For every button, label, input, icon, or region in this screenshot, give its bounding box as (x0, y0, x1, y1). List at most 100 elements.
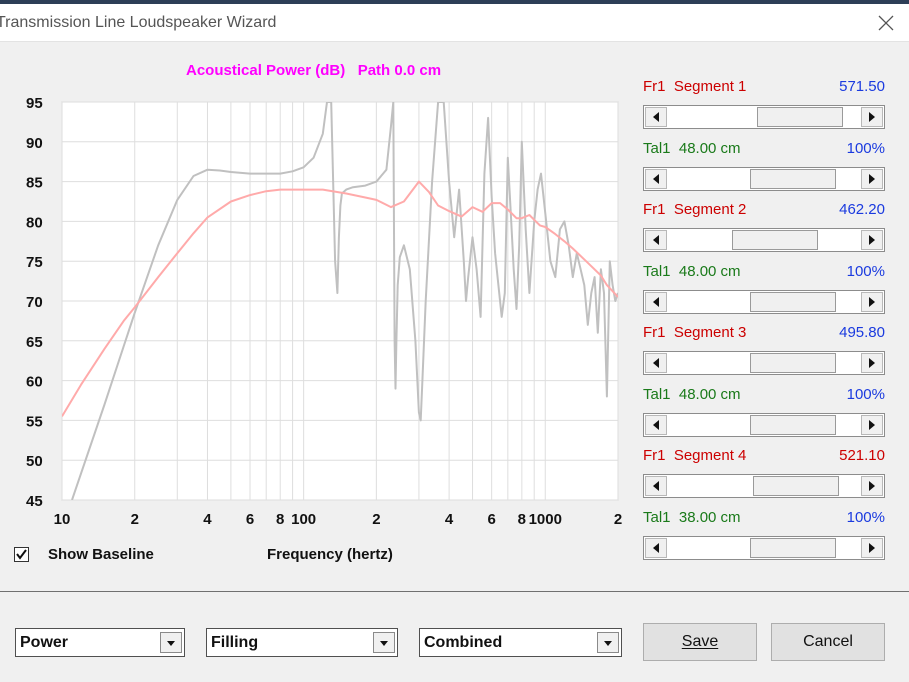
y-tick-label: 45 (26, 493, 43, 510)
scroll-right-button[interactable] (861, 415, 883, 435)
close-icon (878, 15, 894, 31)
scroll-right-button[interactable] (861, 353, 883, 373)
x-tick-label: 8 (518, 511, 526, 528)
mode-dropdown[interactable]: Power (15, 628, 185, 657)
scroll-right-button[interactable] (861, 107, 883, 127)
filling-dropdown[interactable]: Filling (206, 628, 398, 657)
arrow-right-icon (869, 420, 875, 430)
segment-label: Tal1 48.00 cm (643, 263, 741, 280)
scroll-right-button[interactable] (861, 476, 883, 496)
scroll-right-button[interactable] (861, 292, 883, 312)
chart-title: Acoustical Power (dB) Path 0.0 cm (186, 62, 442, 79)
cancel-button[interactable]: Cancel (771, 623, 885, 661)
combined-dropdown-value: Combined (424, 634, 503, 651)
scroll-right-button[interactable] (861, 169, 883, 189)
scroll-left-button[interactable] (645, 538, 667, 558)
close-button[interactable] (869, 6, 903, 40)
segment-label: Fr1 Segment 4 (643, 447, 747, 464)
y-tick-label: 80 (26, 214, 43, 231)
separator-line (0, 591, 909, 592)
scroll-left-button[interactable] (645, 169, 667, 189)
x-tick-label: 10 (54, 511, 71, 528)
segment-label: Fr1 Segment 1 (643, 78, 747, 95)
title-bar: Transmission Line Loudspeaker Wizard (0, 4, 909, 42)
segment-label: Tal1 48.00 cm (643, 140, 741, 157)
checkmark-icon (16, 549, 27, 560)
combined-dropdown[interactable]: Combined (419, 628, 622, 657)
scroll-thumb[interactable] (753, 476, 840, 496)
segment-slider[interactable] (643, 536, 885, 560)
y-tick-label: 90 (26, 135, 43, 152)
chevron-down-icon[interactable] (597, 632, 619, 653)
x-tick-label: 4 (445, 511, 454, 528)
save-button[interactable]: Save (643, 623, 757, 661)
x-tick-label: 100 (291, 511, 316, 528)
segment-slider[interactable] (643, 228, 885, 252)
scroll-left-button[interactable] (645, 353, 667, 373)
segment-slider[interactable] (643, 167, 885, 191)
scroll-left-button[interactable] (645, 230, 667, 250)
x-axis-ticks: 10 2 4 6 8 100 2 4 6 8 1000 2 (54, 511, 623, 528)
x-tick-label: 2 (614, 511, 622, 528)
segment-slider[interactable] (643, 413, 885, 437)
scroll-left-button[interactable] (645, 415, 667, 435)
segment-label: Fr1 Segment 3 (643, 324, 747, 341)
window-title: Transmission Line Loudspeaker Wizard (0, 14, 277, 31)
arrow-right-icon (869, 112, 875, 122)
y-tick-label: 85 (26, 175, 43, 192)
chart-series (62, 102, 618, 500)
show-baseline-checkbox[interactable] (14, 547, 29, 562)
scroll-thumb[interactable] (749, 353, 836, 373)
x-tick-label: 2 (131, 511, 139, 528)
arrow-left-icon (653, 297, 659, 307)
x-tick-label: 2 (372, 511, 380, 528)
segment-label: Tal1 48.00 cm (643, 386, 741, 403)
scroll-thumb[interactable] (749, 538, 836, 558)
segment-slider[interactable] (643, 474, 885, 498)
x-tick-label: 1000 (529, 511, 562, 528)
taskbar-strip (0, 0, 909, 4)
y-tick-label: 75 (26, 254, 43, 271)
arrow-left-icon (653, 481, 659, 491)
segment-slider[interactable] (643, 351, 885, 375)
y-tick-label: 95 (26, 95, 43, 112)
y-axis-ticks: 95 90 85 80 75 70 65 60 55 50 45 (26, 95, 43, 510)
segment-value: 462.20 (839, 201, 885, 218)
arrow-right-icon (869, 481, 875, 491)
arrow-right-icon (869, 235, 875, 245)
scroll-thumb[interactable] (749, 292, 836, 312)
x-tick-label: 4 (203, 511, 212, 528)
segment-label: Fr1 Segment 2 (643, 201, 747, 218)
y-tick-label: 70 (26, 294, 43, 311)
filling-dropdown-value: Filling (211, 634, 259, 651)
arrow-left-icon (653, 174, 659, 184)
x-tick-label: 6 (487, 511, 495, 528)
scroll-left-button[interactable] (645, 476, 667, 496)
x-axis-label: Frequency (hertz) (267, 546, 393, 563)
mode-dropdown-value: Power (20, 634, 69, 651)
arrow-right-icon (869, 543, 875, 553)
segment-slider[interactable] (643, 105, 885, 129)
arrow-right-icon (869, 358, 875, 368)
save-button-label: Save (681, 633, 719, 650)
chevron-down-icon[interactable] (373, 632, 395, 653)
chevron-down-icon[interactable] (160, 632, 182, 653)
scroll-thumb[interactable] (757, 107, 844, 127)
segment-value: 100% (846, 386, 885, 403)
arrow-left-icon (653, 420, 659, 430)
scroll-thumb[interactable] (732, 230, 819, 250)
scroll-right-button[interactable] (861, 230, 883, 250)
segment-slider[interactable] (643, 290, 885, 314)
scroll-thumb[interactable] (749, 169, 836, 189)
y-tick-label: 55 (26, 413, 43, 430)
scroll-left-button[interactable] (645, 107, 667, 127)
arrow-left-icon (653, 235, 659, 245)
x-tick-label: 8 (276, 511, 284, 528)
scroll-right-button[interactable] (861, 538, 883, 558)
arrow-left-icon (653, 358, 659, 368)
scroll-left-button[interactable] (645, 292, 667, 312)
y-tick-label: 60 (26, 374, 43, 391)
segment-value: 100% (846, 263, 885, 280)
scroll-thumb[interactable] (749, 415, 836, 435)
